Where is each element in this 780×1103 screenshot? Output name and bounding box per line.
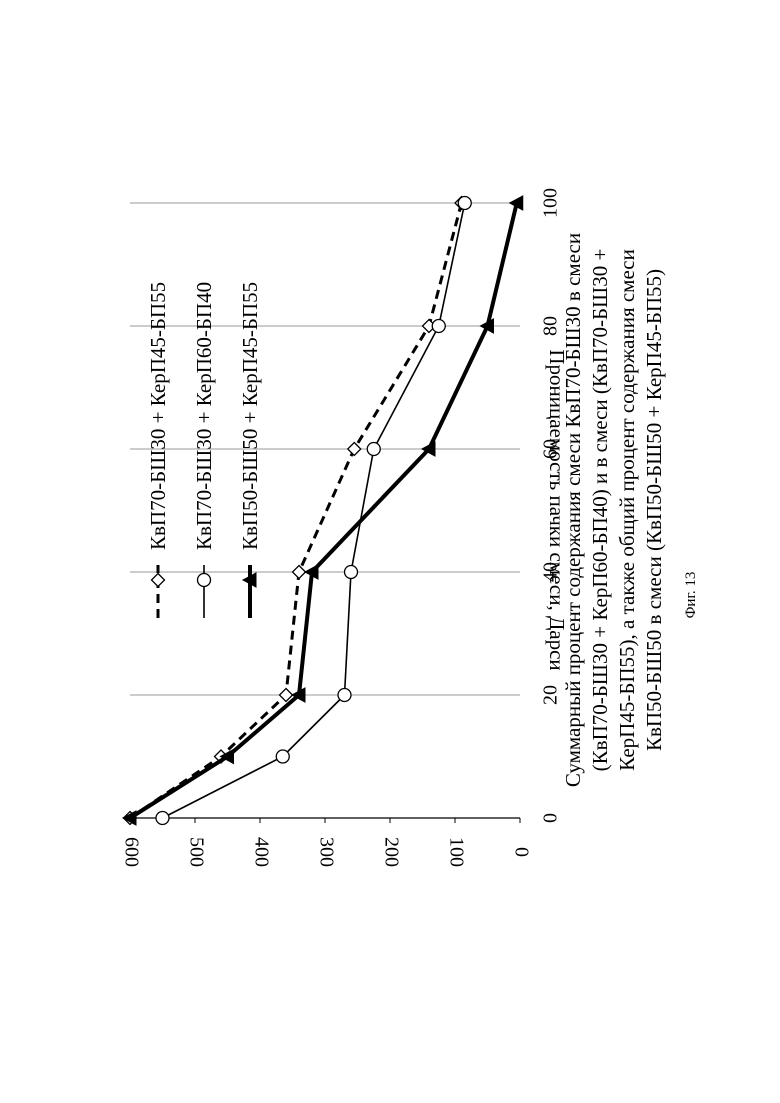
x-tick-label: 20 (540, 685, 562, 705)
x-axis-label-line: (КвП70-БШ30 + КерП60-БП40) и в смеси (Кв… (588, 249, 612, 772)
y-tick-label: 0 (510, 847, 532, 857)
marker-circle (432, 320, 445, 333)
x-tick-label: 100 (540, 188, 562, 218)
y-tick-label: 600 (120, 837, 142, 867)
series-layer (123, 196, 523, 825)
legend-label: КвП70-БШ30 + КерП45-БП55 (146, 282, 170, 550)
series-line (130, 203, 462, 818)
marker-circle (156, 812, 169, 825)
x-tick-label: 0 (540, 813, 562, 823)
x-axis-label-line: КерП45-БП55), а также общий процент соде… (615, 249, 639, 771)
marker-circle (338, 689, 351, 702)
y-tick-label: 100 (445, 837, 467, 867)
marker-circle (276, 750, 289, 763)
figure-caption: Фиг. 13 (683, 572, 699, 619)
x-axis-label-line: КвП50-БШ50 в смеси (КвП50-БШ50 + КерП45-… (642, 269, 666, 751)
y-tick-labels: 0 100 200 300 400 500 600 (120, 837, 532, 867)
legend: КвП70-БШ30 + КерП45-БП55 КвП70-БШ30 + Кер… (146, 282, 262, 618)
y-tick-label: 300 (315, 837, 337, 867)
legend-label: КвП70-БШ30 + КерП60-БП40 (192, 282, 216, 550)
marker-diamond (348, 443, 361, 456)
y-tick-label: 200 (380, 837, 402, 867)
x-axis-label: Суммарный процент содержания смеси КвП70… (561, 233, 666, 787)
y-tick-label: 500 (185, 837, 207, 867)
gridlines (130, 203, 520, 695)
series-3 (123, 196, 523, 825)
x-axis-label-line: Суммарный процент содержания смеси КвП70… (561, 233, 585, 787)
marker-circle (198, 574, 211, 587)
legend-label: КвП50-БШ50 + КерП45-БП55 (238, 282, 262, 550)
chart: 020406080100 0100200300400500600 КвП70-Б… (0, 0, 780, 1103)
marker-diamond (293, 566, 306, 579)
series-1 (124, 197, 469, 825)
series-line (130, 203, 517, 818)
marker-circle (458, 197, 471, 210)
plot-area (130, 203, 520, 818)
x-tick-label: 80 (540, 316, 562, 336)
marker-diamond (152, 574, 165, 587)
marker-diamond (280, 689, 293, 702)
marker-circle (367, 443, 380, 456)
axes (130, 818, 520, 823)
y-tick-label: 400 (250, 837, 272, 867)
marker-circle (345, 566, 358, 579)
